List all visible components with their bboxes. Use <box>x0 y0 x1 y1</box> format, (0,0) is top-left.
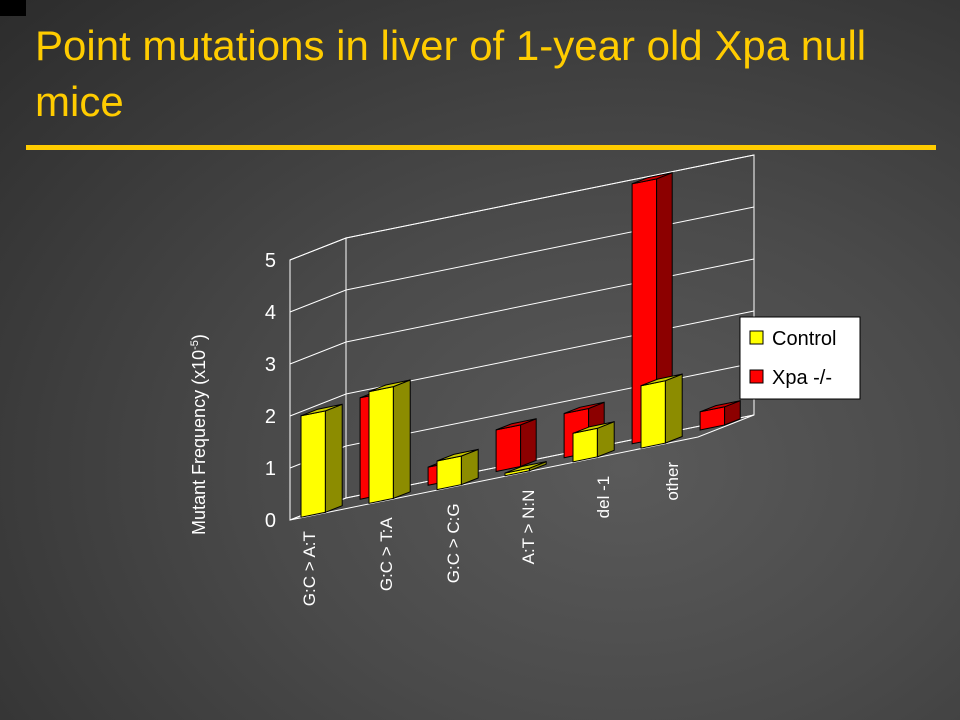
bar-control <box>572 420 615 463</box>
bar-control <box>368 379 411 505</box>
bar-xpa <box>699 399 741 431</box>
legend-swatch-control <box>749 330 764 345</box>
bar-xpa-top <box>495 418 537 431</box>
legend-label-control: Control <box>772 328 836 350</box>
gridline <box>289 310 755 417</box>
x-tick-label: G:C > A:T <box>300 531 319 606</box>
y-tick-label: 5 <box>265 250 276 272</box>
slide-title: Point mutations in liver of 1-year old X… <box>35 22 867 125</box>
bar-control-side <box>664 373 683 444</box>
bar-control <box>504 460 547 477</box>
y-axis-label-close: ) <box>189 334 209 340</box>
bar-control-top <box>640 373 683 387</box>
bar-control-top <box>436 448 479 462</box>
bar-xpa-side <box>520 418 537 468</box>
bar-control-side <box>324 403 343 514</box>
legend-swatch-xpa <box>749 369 764 384</box>
y-tick-label: 0 <box>265 510 276 532</box>
x-tick-label: other <box>663 462 682 501</box>
gridline <box>289 206 755 313</box>
bar-control-front <box>640 380 666 449</box>
bar-control-top <box>504 461 547 474</box>
chart-legend: Control Xpa -/- <box>739 316 861 400</box>
x-tick-label: G:C > T:A <box>377 517 396 592</box>
bar-control-front <box>300 410 326 518</box>
bar-control-front <box>572 427 598 463</box>
bar-control <box>436 448 479 491</box>
bar-control <box>640 373 683 449</box>
x-tick-label: A:T > N:N <box>519 490 538 565</box>
bar-control-top <box>572 421 615 434</box>
x-tick-labels: G:C > A:T G:C > T:A G:C > C:G A:T > N:N del … <box>300 462 682 607</box>
bar-control-top <box>300 403 343 417</box>
legend-label-xpa: Xpa -/- <box>772 367 832 389</box>
gridline <box>289 258 755 365</box>
y-axis-label-main: Mutant Frequency (x10 <box>189 350 209 535</box>
y-tick-labels: 0 1 2 3 4 5 <box>265 250 276 532</box>
bar-control-side <box>392 379 411 500</box>
y-tick-label: 1 <box>265 458 276 480</box>
gridline <box>289 154 755 261</box>
y-axis-label-sup: -5 <box>189 340 201 350</box>
chart-bars <box>300 171 741 518</box>
y-axis-label: Mutant Frequency (x10-5) <box>189 334 209 535</box>
bar-xpa-top <box>631 172 673 185</box>
bar-xpa <box>631 171 673 445</box>
bar-xpa-top <box>563 401 605 414</box>
bar-xpa-top <box>699 400 741 413</box>
x-tick-label: del -1 <box>594 476 613 519</box>
bar-control <box>300 403 343 518</box>
bar-control-top <box>368 379 411 393</box>
bar-control-front <box>436 455 462 491</box>
title-underline <box>26 145 936 150</box>
bar-control-front <box>368 385 394 505</box>
x-tick-label: G:C > C:G <box>444 503 463 583</box>
corner-mark <box>0 0 26 16</box>
bar-xpa <box>495 418 537 473</box>
y-tick-label: 3 <box>265 354 276 376</box>
y-tick-label: 4 <box>265 302 276 324</box>
y-tick-label: 2 <box>265 406 276 428</box>
bar-xpa-front <box>495 424 522 473</box>
